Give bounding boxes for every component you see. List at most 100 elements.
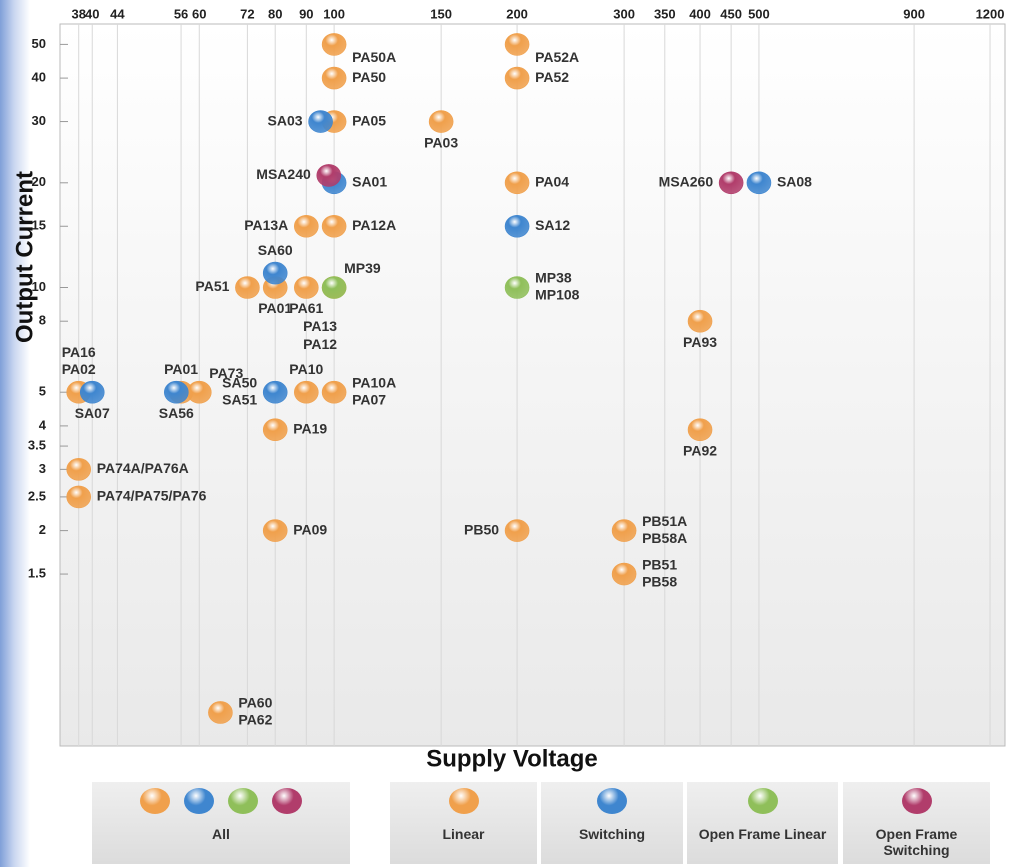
y-tick-label: 15 <box>32 218 46 233</box>
x-tick-label: 56 <box>174 6 188 21</box>
data-point <box>504 214 530 238</box>
point-label: PA01 <box>164 361 198 377</box>
legend-marker <box>901 788 932 814</box>
data-point <box>504 519 530 542</box>
y-tick-label: 3.5 <box>28 438 46 453</box>
point-label: PA02 <box>62 361 96 377</box>
point-label: PA04 <box>535 174 569 190</box>
point-label: MSA260 <box>659 174 714 190</box>
data-point <box>687 418 713 442</box>
data-point <box>321 276 347 299</box>
point-label: PA13 <box>303 318 337 334</box>
legend-marker <box>747 788 778 814</box>
y-tick-label: 2.5 <box>28 488 46 503</box>
point-label: PA12 <box>303 336 337 352</box>
legend-item: Open Frame Switching <box>843 782 990 864</box>
y-tick-label: 4 <box>39 417 47 432</box>
point-label: SA60 <box>258 242 293 258</box>
x-tick-label: 500 <box>748 6 770 21</box>
data-point <box>321 214 347 238</box>
data-point <box>262 380 288 404</box>
point-label: PB58A <box>642 530 687 546</box>
data-point <box>164 380 189 404</box>
x-tick-label: 90 <box>299 6 313 21</box>
point-label: SA50 <box>222 374 257 390</box>
point-label: PA50 <box>352 69 386 85</box>
legend-markers <box>92 782 350 826</box>
point-label: PB51 <box>642 556 677 572</box>
point-label: PA52A <box>535 49 579 65</box>
point-label: PB51A <box>642 513 687 529</box>
chart: Supply Voltage Output Current 38 40 44 56 60… <box>11 6 1006 772</box>
x-tick-label: 60 <box>192 6 206 21</box>
legend-item: All <box>92 782 350 864</box>
data-point <box>504 33 530 56</box>
x-tick-label: 80 <box>268 6 282 21</box>
legend-marker <box>184 788 214 814</box>
point-label: PA50A <box>352 49 396 65</box>
y-tick-label: 2 <box>39 522 46 537</box>
point-label: PA93 <box>683 334 717 350</box>
data-point <box>294 276 319 299</box>
legend-markers <box>687 782 838 826</box>
x-tick-label: 900 <box>903 6 925 21</box>
data-point <box>321 33 347 56</box>
point-label: SA01 <box>352 174 387 190</box>
x-tick-label: 38 <box>71 6 85 21</box>
x-axis-title: Supply Voltage <box>426 745 598 772</box>
x-tick-label: 44 <box>110 6 125 21</box>
data-point <box>321 380 347 404</box>
point-label: PA10A <box>352 374 396 390</box>
point-label: PA07 <box>352 391 386 407</box>
legend-marker <box>272 788 302 814</box>
data-point <box>504 66 530 90</box>
data-point <box>235 276 260 299</box>
point-label: SA07 <box>75 405 110 421</box>
legend-label: All <box>212 826 230 842</box>
y-tick-label: 3 <box>39 461 46 476</box>
legend-markers <box>541 782 683 826</box>
legend-marker <box>140 788 170 814</box>
data-point <box>746 171 772 195</box>
legend-item: Linear <box>390 782 537 864</box>
data-point <box>262 519 288 542</box>
data-point <box>186 380 212 404</box>
data-point <box>718 171 744 195</box>
data-point <box>208 701 233 724</box>
legend-marker <box>597 788 627 814</box>
data-point <box>79 380 105 404</box>
y-tick-label: 40 <box>32 70 46 85</box>
y-tick-label: 20 <box>32 174 46 189</box>
point-label: PA60 <box>238 695 272 711</box>
x-tick-label: 300 <box>613 6 635 21</box>
data-point <box>687 309 713 333</box>
data-point <box>611 562 637 586</box>
legend-label: Switching <box>578 826 646 842</box>
point-label: SA08 <box>777 174 812 190</box>
data-point <box>262 261 288 285</box>
legend-label: Open Frame Linear <box>698 826 827 842</box>
point-label: SA51 <box>222 391 257 407</box>
legend-label: Open Frame Switching <box>875 826 958 858</box>
legend-label: Linear <box>442 826 485 842</box>
data-point <box>66 458 92 481</box>
point-label: PA03 <box>424 134 458 150</box>
y-tick-label: 10 <box>32 279 46 294</box>
data-point <box>316 164 342 187</box>
point-label: SA12 <box>535 217 570 233</box>
point-label: PA13A <box>244 217 288 233</box>
point-label: PA01 <box>258 300 292 316</box>
x-tick-label: 200 <box>506 6 528 21</box>
point-label: PA52 <box>535 69 569 85</box>
legend-markers <box>843 782 990 826</box>
y-tick-label: 8 <box>39 313 46 328</box>
point-label: PA19 <box>293 420 327 436</box>
point-label: MP108 <box>535 287 580 303</box>
point-label: PB50 <box>464 521 499 537</box>
y-tick-label: 30 <box>32 113 46 128</box>
y-tick-label: 1.5 <box>28 565 46 580</box>
data-point <box>66 485 92 509</box>
legend-item: Switching <box>541 782 683 864</box>
x-tick-label: 400 <box>689 6 711 21</box>
